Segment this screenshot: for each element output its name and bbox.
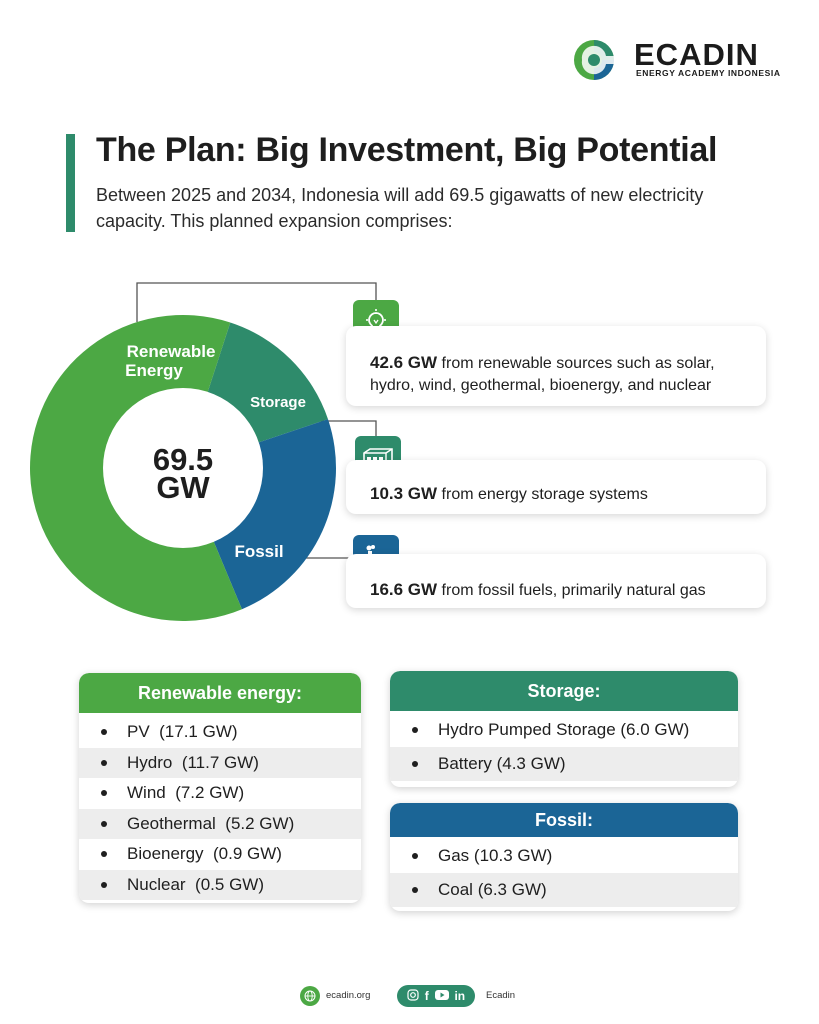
fossil-description: from fossil fuels, primarily natural gas [441,582,706,599]
segment-renewable [30,314,242,621]
ecadin-logo-icon [574,40,616,80]
item-name: Coal [438,880,473,899]
list-item: Gas (10.3 GW) [390,839,738,873]
bullet-icon [101,759,107,766]
renewable-breakdown-title: Renewable energy: [79,673,361,713]
bullet-icon [101,820,107,827]
storage-breakdown-title: Storage: [390,671,738,711]
list-item: Hydro (11.7 GW) [79,747,361,778]
facebook-icon[interactable]: f [424,989,429,1003]
list-item: Nuclear (0.5 GW) [79,869,361,900]
item-value: (17.1 GW) [159,722,238,742]
storage-amount: 10.3 GW [370,484,438,503]
item-name: PV [127,722,150,742]
fossil-amount: 16.6 GW [370,580,438,599]
list-item: Bioenergy (0.9 GW) [79,839,361,870]
brand-name: ECADIN [634,37,759,72]
item-value: (11.7 GW) [181,752,259,772]
list-item: Battery (4.3 GW) [390,747,738,781]
segment-fossil [183,419,336,610]
website-link[interactable]: ecadin.org [326,990,371,1001]
storage-summary-card: 10.3 GW from energy storage systems [346,460,766,514]
linkedin-icon[interactable]: in [454,989,466,1003]
bullet-icon [101,729,107,736]
brand-tagline: ENERGY ACADEMY INDONESIA [636,68,781,78]
bullet-icon [101,790,107,797]
donut-center-value: 69.5 [153,442,213,477]
segment-label-fossil: Fossil [234,542,283,561]
item-value: (0.9 GW) [213,844,282,864]
item-name: Hydro [127,752,173,772]
segment-label-renewable-1: Renewable [127,342,216,361]
renewable-breakdown-panel: Renewable energy: PV (17.1 GW) Hydro (11… [79,673,361,903]
page-title: The Plan: Big Investment, Big Potential [96,131,718,169]
segment-storage [183,322,328,468]
instagram-icon[interactable] [407,989,419,1003]
footer: ecadin.org f in Ecadin [0,984,819,1008]
renewable-description: from renewable sources such as solar, hy… [370,355,715,394]
bullet-icon [412,761,418,767]
storage-description: from energy storage systems [441,486,648,503]
bullet-icon [101,881,107,888]
renewable-connector [136,282,377,322]
bullet-icon [412,887,418,893]
donut-center-unit: GW [156,470,210,505]
item-value: (7.2 GW) [175,783,245,803]
list-item: PV (17.1 GW) [79,717,361,748]
bullet-icon [101,851,107,858]
social-links: f in [397,985,475,1007]
bullet-icon [412,727,418,733]
item-value: (6.0 GW) [620,720,690,739]
item-value: (4.3 GW) [496,754,566,773]
fossil-summary-card: 16.6 GW from fossil fuels, primarily nat… [346,554,766,608]
page-intro: Between 2025 and 2034, Indonesia will ad… [96,185,704,231]
list-item: Geothermal (5.2 GW) [79,808,361,839]
segment-label-storage: Storage [250,394,306,411]
item-value: (5.2 GW) [225,813,295,833]
item-name: Gas [438,846,470,865]
item-name: Battery [438,754,492,773]
social-handle: Ecadin [486,990,516,1001]
bullet-icon [412,853,418,859]
fossil-breakdown-panel: Fossil: Gas (10.3 GW) Coal (6.3 GW) [390,803,738,911]
list-item: Coal (6.3 GW) [390,873,738,907]
item-name: Wind [127,783,166,803]
item-name: Bioenergy [127,844,204,864]
title-accent-bar [66,134,75,232]
item-name: Nuclear [127,874,186,894]
item-value: (6.3 GW) [477,880,547,899]
storage-breakdown-panel: Storage: Hydro Pumped Storage (6.0 GW) B… [390,671,738,787]
item-value: (10.3 GW) [473,846,553,865]
renewable-summary-card: 42.6 GW from renewable sources such as s… [346,326,766,406]
list-item: Hydro Pumped Storage (6.0 GW) [390,713,738,747]
renewable-amount: 42.6 GW [370,353,438,372]
item-name: Geothermal [127,813,216,833]
brand-logo: ECADIN ENERGY ACADEMY INDONESIA [572,38,782,82]
item-value: (0.5 GW) [195,874,264,894]
list-item: Wind (7.2 GW) [79,778,361,809]
item-name: Hydro Pumped Storage [438,720,616,739]
fossil-breakdown-title: Fossil: [390,803,738,837]
youtube-icon[interactable] [434,990,449,1002]
donut-hole [103,388,263,548]
segment-label-renewable-2: Energy [125,361,183,380]
globe-icon [300,986,320,1006]
